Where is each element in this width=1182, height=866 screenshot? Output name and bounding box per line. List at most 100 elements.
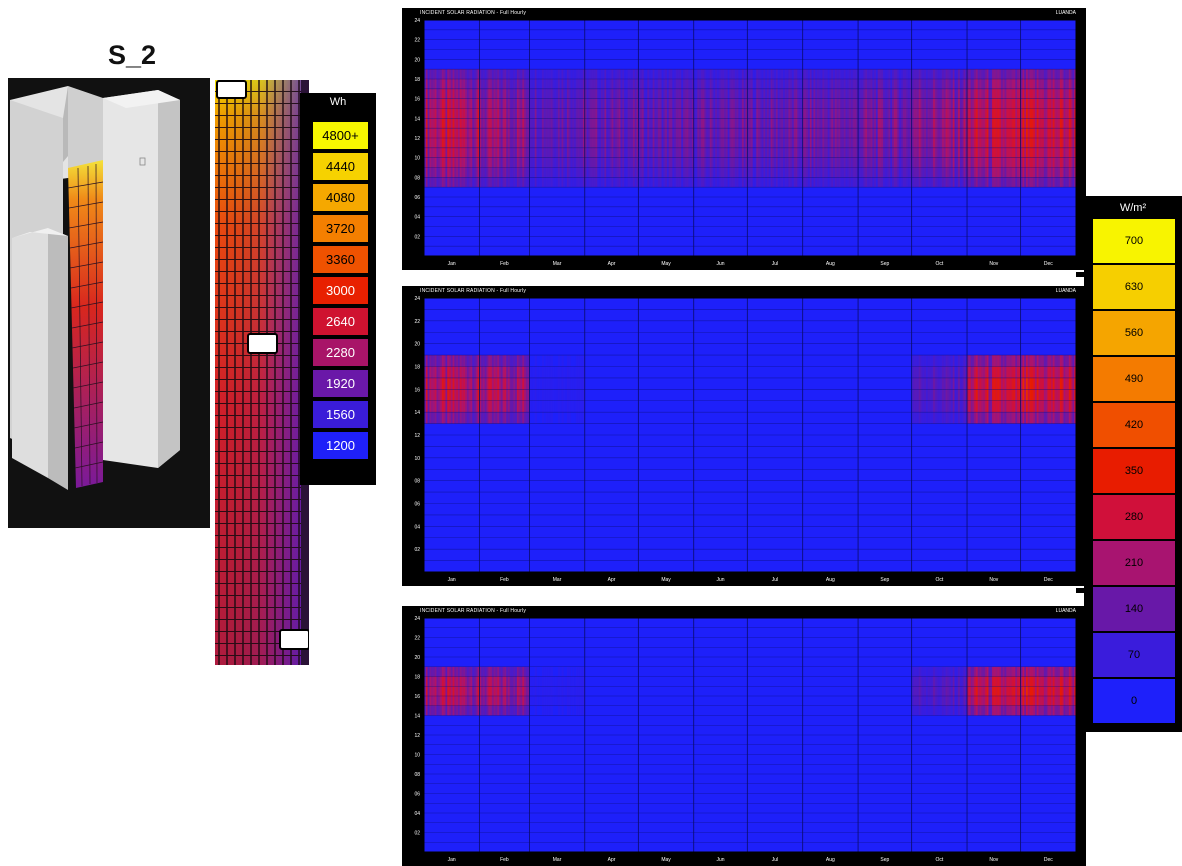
heatmap-cell	[568, 400, 571, 413]
heatmap-cell	[520, 400, 523, 413]
heatmap-cell	[543, 118, 546, 129]
heatmap-cell	[597, 118, 600, 129]
heatmap-cell	[431, 69, 434, 79]
heatmap-cell	[929, 118, 932, 129]
heatmap-cell	[1059, 128, 1063, 138]
heatmap-cell	[434, 157, 437, 168]
heatmap-cell	[540, 377, 543, 390]
heatmap-cell	[917, 138, 920, 148]
heatmap-cell	[799, 108, 802, 119]
heatmap-cell	[911, 412, 914, 424]
heatmap-cell	[754, 138, 757, 148]
heatmap-cell	[924, 98, 927, 109]
heatmap-cell	[956, 79, 959, 89]
heatmap-cell	[979, 118, 982, 129]
heatmap-cell	[575, 128, 579, 138]
heatmap-cell	[997, 167, 1000, 178]
heatmap-cell	[691, 88, 695, 99]
heatmap-cell	[883, 88, 886, 99]
heatmap-cell	[665, 88, 668, 99]
heatmap-cell	[613, 98, 616, 109]
heatmap-cell	[482, 69, 486, 79]
heatmap-cell	[468, 167, 471, 178]
heatmap-cell	[541, 108, 545, 119]
heatmap-cell	[470, 118, 473, 129]
heatmap-cell	[947, 108, 950, 119]
heatmap-cell	[709, 98, 712, 109]
heatmap-cell	[645, 147, 648, 158]
heatmap-cell	[641, 177, 645, 188]
heatmap-cell	[1059, 69, 1063, 79]
heatmap-cell	[713, 88, 716, 99]
heatmap-cell	[654, 108, 657, 119]
heatmap-cell	[995, 157, 998, 168]
heatmap-cell	[892, 108, 895, 119]
heatmap-cell	[545, 147, 548, 158]
heatmap-cell	[1054, 157, 1057, 168]
heatmap-cell	[977, 118, 980, 129]
heatmap-cell	[856, 118, 859, 129]
heatmap-cell	[472, 108, 475, 119]
heatmap-cell	[454, 389, 457, 401]
heatmap-cell	[865, 167, 868, 178]
heatmap-cell	[809, 138, 813, 148]
heatmap-cell	[699, 88, 702, 99]
heatmap-cell	[502, 108, 505, 119]
heatmap-cell	[563, 147, 566, 158]
heatmap-cell	[607, 108, 611, 119]
heatmap-cell	[734, 128, 738, 138]
heatmap-cell	[597, 138, 600, 148]
heatmap-cell	[893, 98, 896, 109]
heatmap-cell	[777, 177, 780, 188]
heatmap-cell	[497, 88, 500, 99]
heatmap-cell	[722, 118, 725, 129]
heatmap-cell	[1024, 177, 1027, 188]
heatmap-cell	[488, 157, 491, 168]
heatmap-cell	[1054, 138, 1057, 148]
heatmap-cell	[595, 167, 598, 178]
heatmap-cell	[1011, 157, 1014, 168]
heatmap-cell	[768, 138, 771, 148]
heatmap-cell	[557, 366, 561, 378]
heatmap-cell	[1006, 157, 1009, 168]
heatmap-cell	[504, 69, 507, 79]
heatmap-cell	[1068, 79, 1072, 89]
y-tick-label: 06	[414, 195, 420, 201]
heatmap-cell	[493, 400, 496, 413]
heatmap-cell	[908, 88, 911, 99]
heatmap-cell	[999, 108, 1002, 119]
heatmap-cell	[813, 69, 816, 79]
heatmap-cell	[979, 79, 982, 89]
heatmap-cell	[774, 128, 777, 138]
heatmap-cell	[809, 69, 813, 79]
heatmap-cell	[1049, 147, 1052, 158]
heatmap-cell	[522, 79, 525, 89]
heatmap-cell	[791, 88, 795, 99]
heatmap-cell	[652, 108, 655, 119]
heatmap-cell	[581, 69, 584, 79]
heatmap-cell	[822, 88, 825, 99]
heatmap-cell	[981, 128, 984, 138]
heatmap-cell	[447, 167, 450, 178]
heatmap-cell	[908, 118, 911, 129]
heatmap-cell	[441, 69, 445, 79]
heatmap-cell	[531, 157, 534, 168]
heatmap-cell	[883, 167, 886, 178]
heatmap-cell	[459, 157, 462, 168]
heatmap-cell	[765, 118, 768, 129]
heatmap-cell	[1034, 69, 1038, 79]
heatmap-cell	[454, 118, 457, 129]
heatmap-cell	[881, 88, 884, 99]
heatmap-cell	[582, 69, 586, 79]
heatmap-cell	[758, 88, 761, 99]
heatmap-cell	[729, 98, 732, 109]
heatmap-cell	[697, 138, 700, 148]
heatmap-cell	[450, 157, 453, 168]
heatmap-cell	[1054, 167, 1057, 178]
heatmap-cell	[591, 88, 595, 99]
heatmap-cell	[536, 108, 539, 119]
heatmap-cell	[877, 167, 880, 178]
heatmap-cell	[949, 138, 952, 148]
heatmap-cell	[658, 98, 661, 109]
heatmap-cell	[686, 147, 689, 158]
